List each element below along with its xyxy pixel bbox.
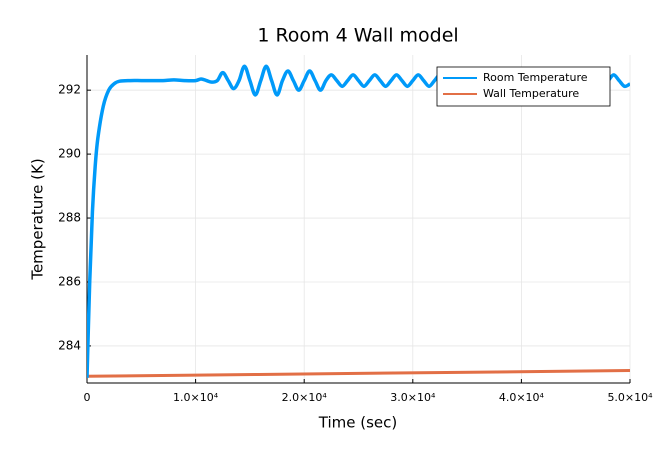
y-tick-label: 288 <box>58 211 81 225</box>
legend-box <box>436 66 611 107</box>
x-tick-label: 0 <box>84 391 91 404</box>
chart-title: 1 Room 4 Wall model <box>257 25 458 47</box>
y-tick-label: 286 <box>58 274 81 288</box>
x-tick-label: 1.0×10⁴ <box>173 391 219 404</box>
y-tick-label: 284 <box>58 338 81 352</box>
data-line <box>87 369 630 378</box>
data-line <box>87 64 630 378</box>
x-tick-label: 2.0×10⁴ <box>282 391 328 404</box>
x-tick-label: 5.0×10⁴ <box>607 391 653 404</box>
legend-label: Wall Temperature <box>483 87 579 100</box>
plot-area <box>87 64 630 378</box>
x-axis-label: Time (sec) <box>318 414 397 432</box>
legend-label: Room Temperature <box>483 71 588 84</box>
x-tick-label: 4.0×10⁴ <box>499 391 545 404</box>
y-tick-label: 290 <box>58 147 81 161</box>
y-tick-label: 292 <box>58 83 81 97</box>
x-tick-label: 3.0×10⁴ <box>390 391 436 404</box>
y-axis-label: Temperature (K) <box>29 158 47 280</box>
